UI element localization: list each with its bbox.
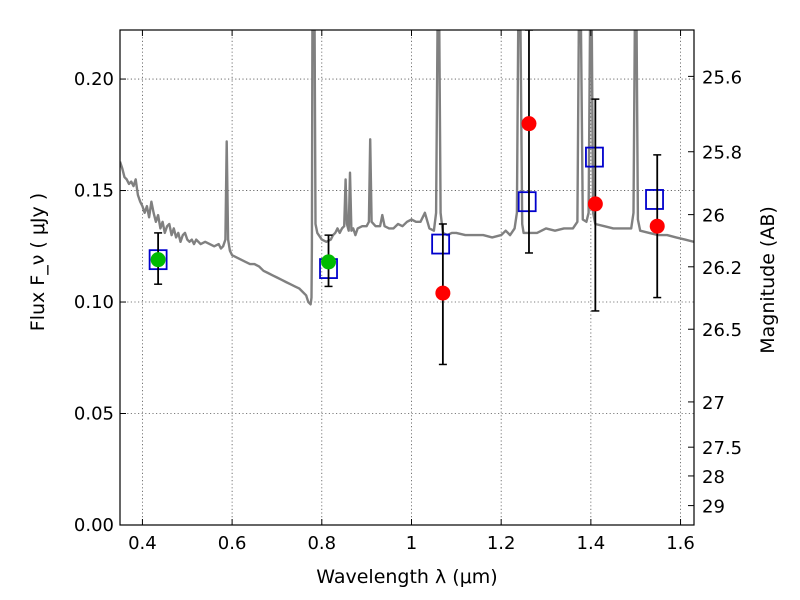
- x-axis-label: Wavelength λ (μm): [316, 566, 497, 588]
- model-photometry-square: [431, 233, 451, 255]
- y-axis-label: Flux F_ν ( μJy ): [27, 193, 49, 331]
- x-tick-label: 0.8: [307, 533, 336, 554]
- magnitude-tick-label: 25.6: [702, 67, 742, 88]
- magnitude-tick-label: 28: [702, 467, 725, 488]
- x-tick-label: 1: [406, 533, 417, 554]
- x-tick-label: 1.6: [666, 533, 695, 554]
- model-photometry-square: [517, 191, 537, 213]
- model-spectrum-line: [120, 30, 694, 306]
- magnitude-tick-label: 27: [702, 393, 725, 414]
- x-tick-label: 1.4: [577, 533, 606, 554]
- y-tick-label: 0.15: [74, 181, 114, 202]
- observed-flux-point: [521, 116, 537, 132]
- x-tick-label: 1.2: [487, 533, 516, 554]
- y-tick-label: 0.00: [74, 515, 114, 536]
- observed-flux-point: [150, 252, 166, 268]
- magnitude-tick-label: 26.5: [702, 320, 742, 341]
- observed-flux-point: [435, 285, 451, 301]
- y-axis-right-label: Magnitude (AB): [757, 206, 779, 354]
- magnitude-tick-label: 25.8: [702, 143, 742, 164]
- y-tick-label: 0.05: [74, 404, 114, 425]
- plot-frame: [119, 29, 695, 526]
- observed-flux-point: [587, 196, 603, 212]
- model-photometry-square: [645, 189, 664, 210]
- observed-flux-point: [321, 254, 337, 270]
- observed-flux-point: [649, 218, 665, 234]
- axis-ticks: 0.4 0.6 0.8 1 1.2 1.4 1.6 0.00 0.05 0.10 0.15 0.20 2…: [74, 30, 742, 554]
- y-tick-label: 0.10: [74, 292, 114, 313]
- magnitude-tick-label: 26: [702, 206, 725, 227]
- magnitude-tick-label: 27.5: [702, 438, 742, 459]
- magnitude-tick-label: 29: [702, 497, 725, 518]
- magnitude-tick-label: 26.2: [702, 258, 742, 279]
- x-tick-label: 0.6: [218, 533, 247, 554]
- y-tick-label: 0.20: [74, 69, 114, 90]
- grid: [120, 30, 694, 526]
- x-tick-label: 0.4: [128, 533, 157, 554]
- plot-area: [120, 30, 694, 366]
